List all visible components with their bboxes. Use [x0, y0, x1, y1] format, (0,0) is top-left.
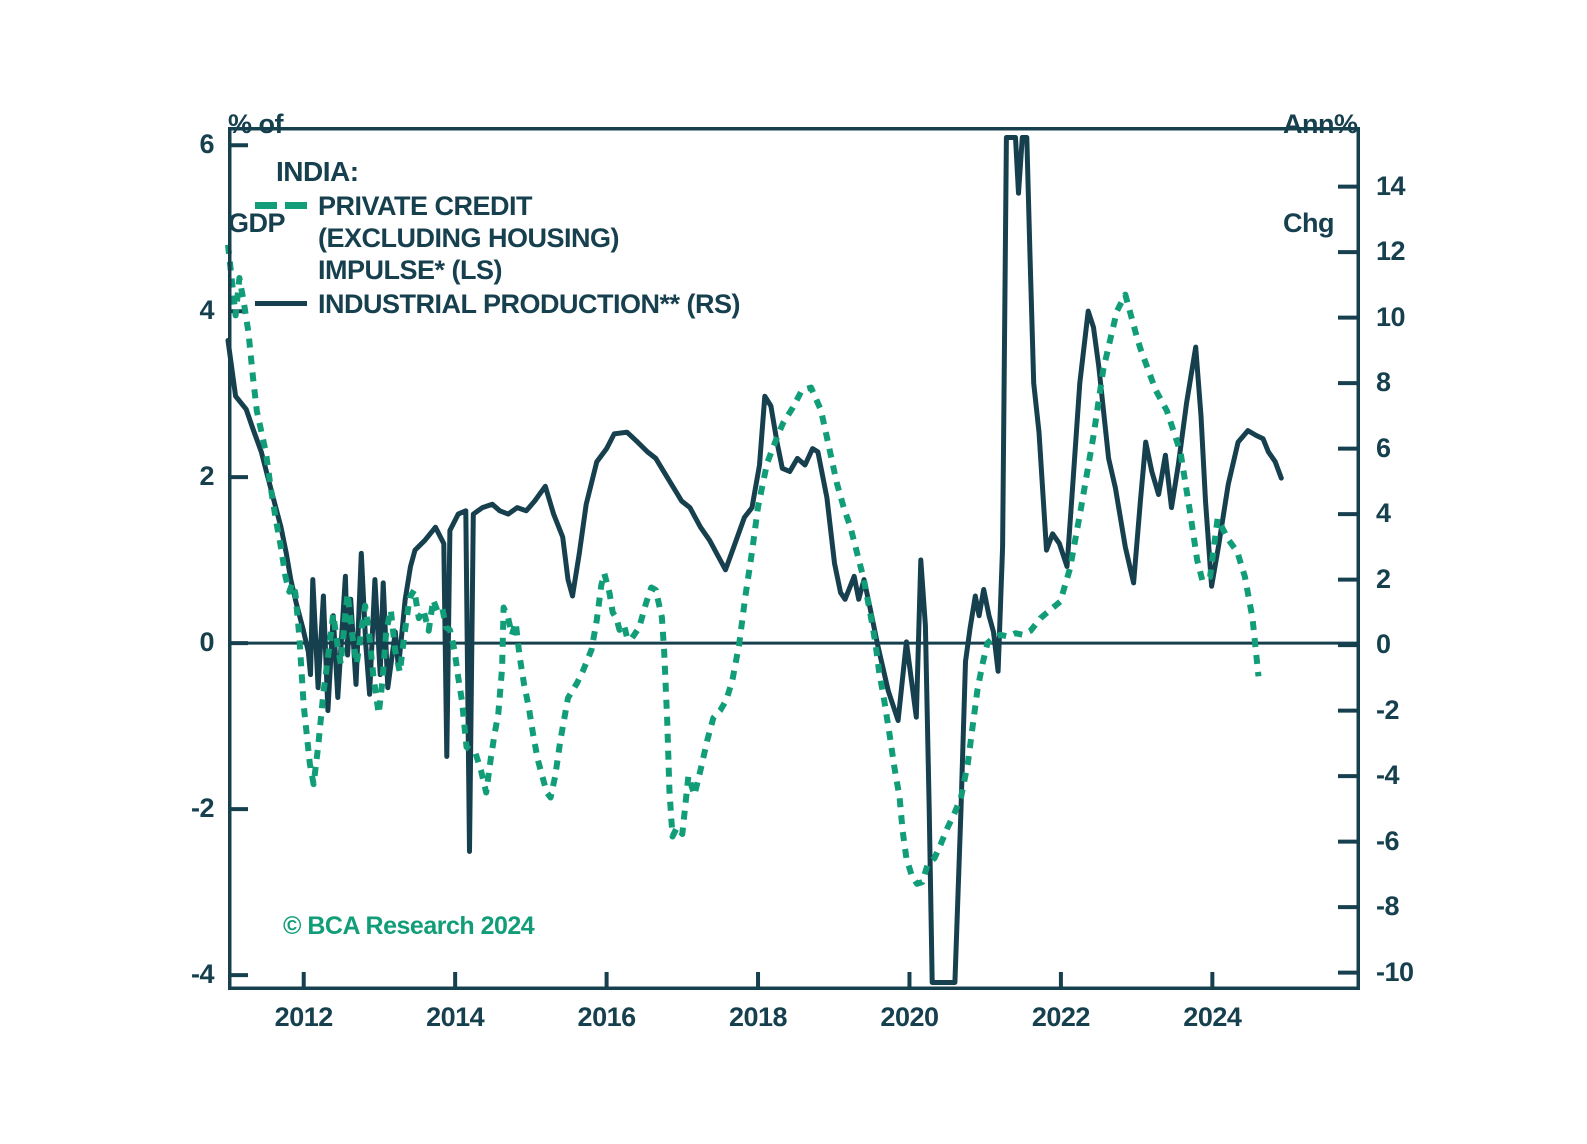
industrial-production-line: [225, 135, 1284, 985]
x-axis-tick-label: 2022: [1031, 1002, 1091, 1032]
left-axis-tick-label: 2: [199, 461, 214, 492]
right-axis-tick-label: 2: [1376, 563, 1391, 594]
legend-item-label-line: IMPULSE* (LS): [318, 255, 503, 285]
legend-item-label-line: INDUSTRIAL PRODUCTION** (RS): [318, 289, 741, 319]
x-axis-tick-label: 2024: [1183, 1002, 1242, 1032]
right-axis-unit-line1: Ann%: [1283, 109, 1358, 139]
left-axis-tick-label: 4: [199, 295, 214, 326]
legend-item-label-line: PRIVATE CREDIT: [318, 191, 533, 221]
right-axis-tick-label: -10: [1376, 956, 1414, 987]
left-axis-tick-label: -4: [190, 959, 215, 990]
right-axis-tick-label: 4: [1376, 498, 1391, 529]
legend: INDIA: PRIVATE CREDIT (EXCLUDING HOUSING…: [255, 156, 741, 320]
left-axis-tick-label: 6: [199, 129, 214, 160]
x-axis-tick-label: 2018: [728, 1002, 788, 1032]
right-axis-tick-label: 10: [1376, 301, 1406, 332]
right-axis-tick-label: -4: [1376, 760, 1400, 791]
right-axis-tick-label: 12: [1376, 236, 1406, 267]
legend-item-private-credit: PRIVATE CREDIT (EXCLUDING HOUSING) IMPUL…: [255, 190, 740, 286]
left-axis-unit-label: % of GDP: [228, 42, 286, 306]
x-axis-tick-label: 2012: [274, 1002, 334, 1032]
left-axis-unit-line2: GDP: [228, 208, 286, 238]
x-axis-tick-label: 2016: [577, 1002, 637, 1032]
right-axis-unit-label: Ann% Chg: [1283, 42, 1358, 306]
right-axis-tick-label: -6: [1376, 825, 1400, 856]
solid-line-swatch-icon: [255, 300, 307, 307]
right-axis-tick-label: 6: [1376, 432, 1391, 463]
x-axis-tick-label: 2014: [426, 1002, 485, 1032]
x-axis-tick-label: 2020: [880, 1002, 939, 1032]
watermark: © BCA Research 2024: [283, 912, 535, 940]
right-axis-tick-label: -2: [1376, 694, 1400, 725]
dashed-line-swatch-icon: [255, 202, 307, 209]
legend-item-label-line: (EXCLUDING HOUSING): [318, 223, 620, 253]
right-axis-unit-line2: Chg: [1283, 208, 1334, 238]
right-axis-tick-label: 8: [1376, 367, 1391, 398]
plot-area: [225, 127, 1360, 990]
right-axis-tick-label: -8: [1376, 891, 1400, 922]
left-axis-tick-label: -2: [190, 793, 215, 824]
left-axis-unit-line1: % of: [228, 109, 284, 139]
legend-title: INDIA:: [276, 156, 359, 187]
right-axis-tick-label: 14: [1376, 170, 1406, 201]
chart-canvas: [225, 127, 1360, 990]
legend-item-industrial-production: INDUSTRIAL PRODUCTION** (RS): [255, 288, 741, 320]
left-axis-tick-label: 0: [199, 627, 214, 658]
chart-frame: [228, 127, 1360, 990]
right-axis-tick-label: 0: [1376, 629, 1391, 660]
private-credit-impulse-line: [225, 244, 1262, 887]
